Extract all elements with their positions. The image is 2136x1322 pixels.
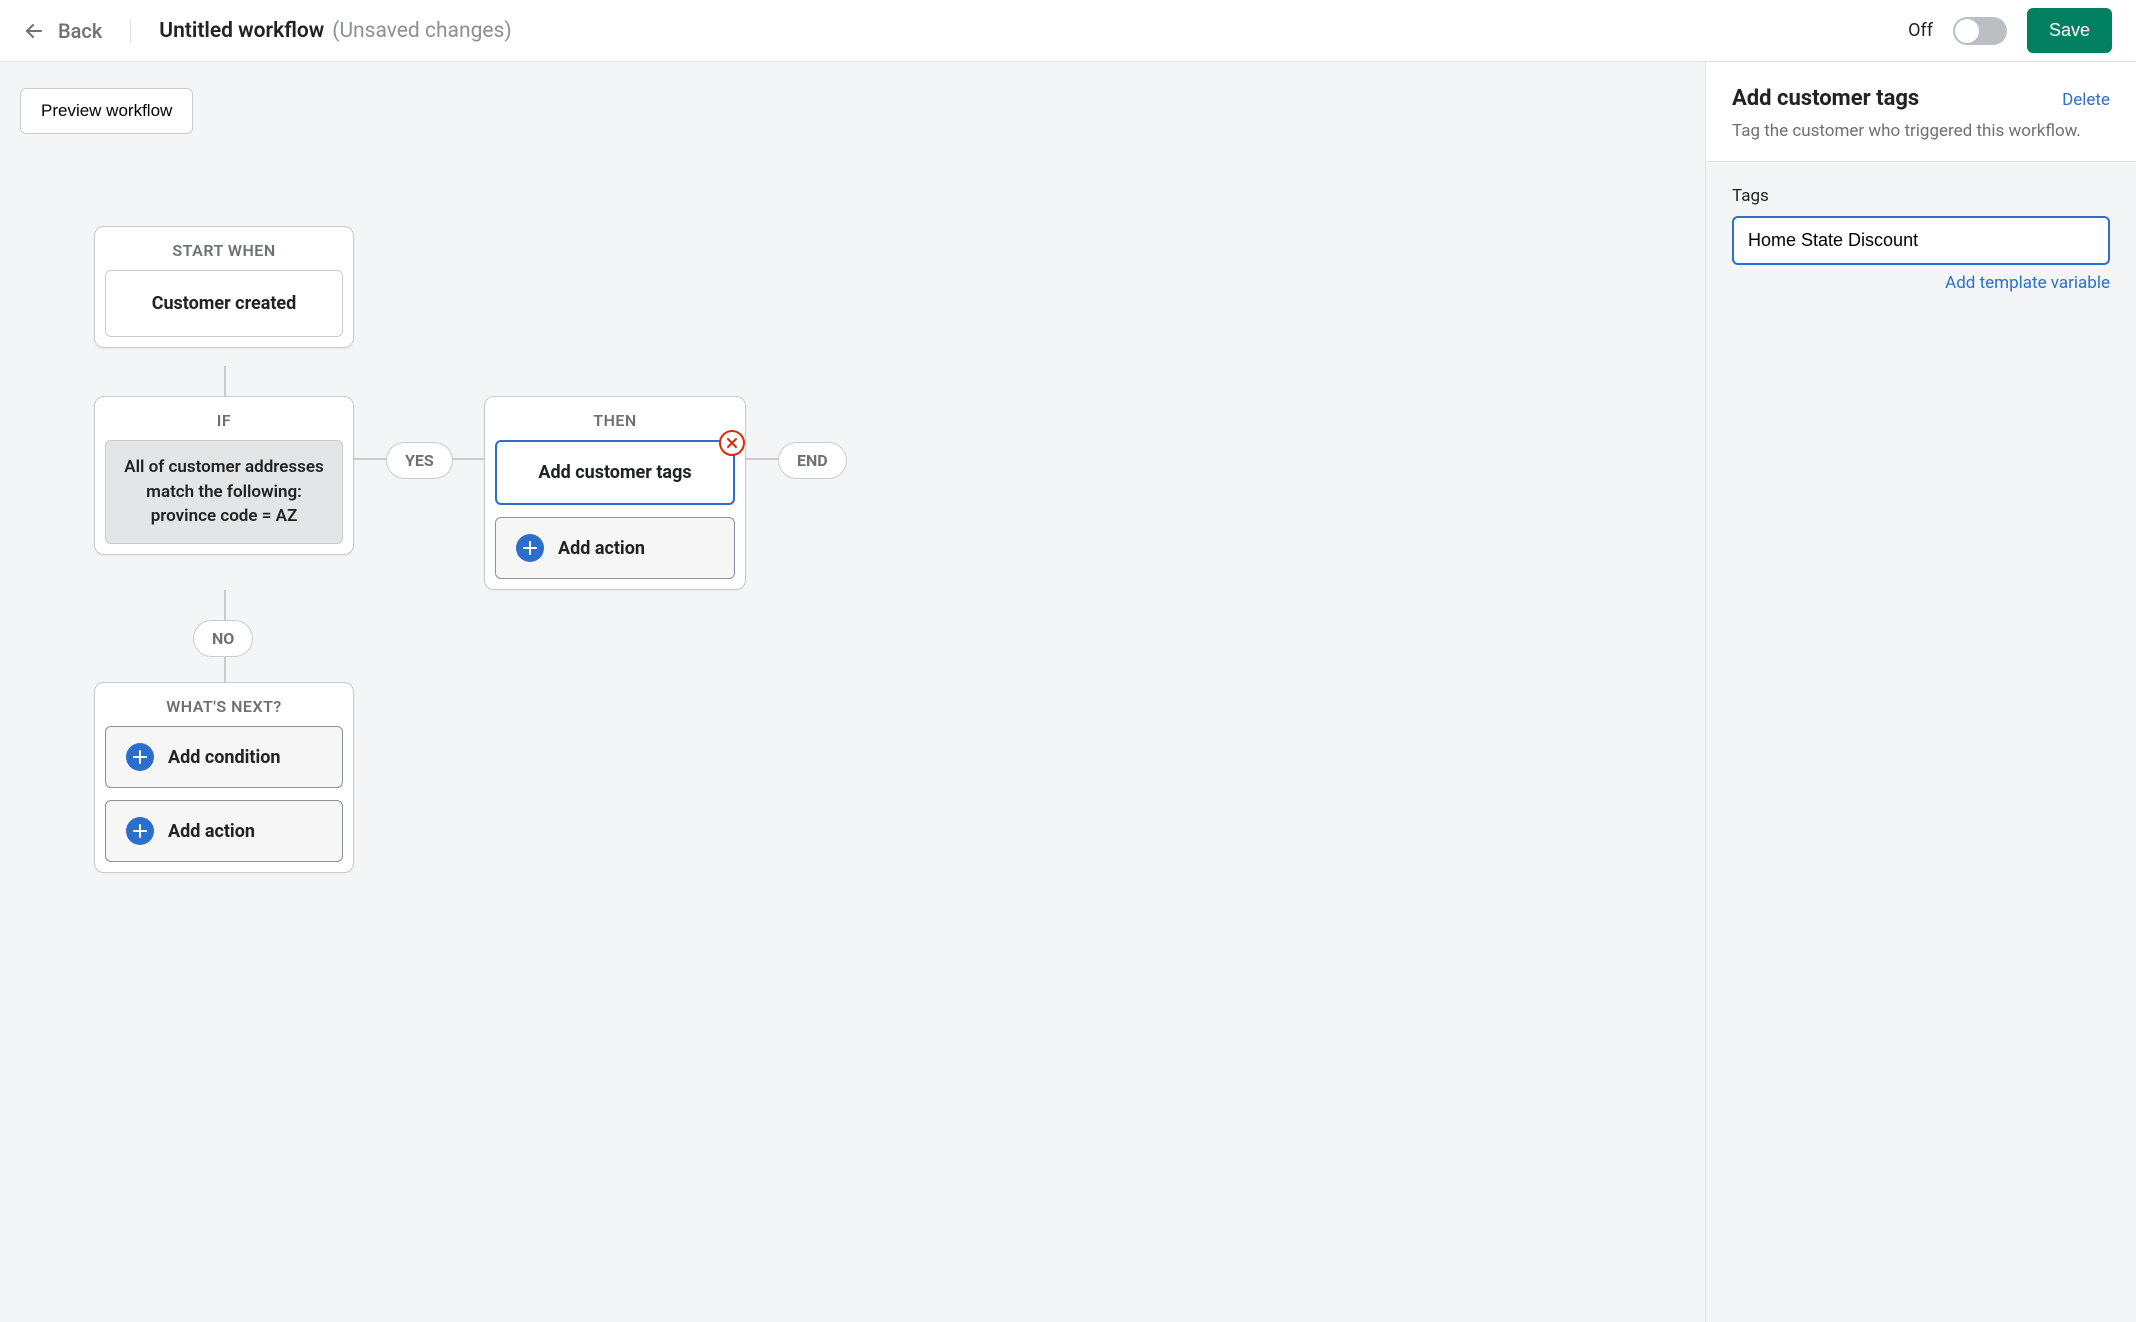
end-pill: END	[778, 442, 847, 479]
action-chip-label: Add customer tags	[538, 462, 691, 483]
next-node-header: WHAT'S NEXT?	[95, 683, 353, 726]
add-condition-label: Add condition	[168, 747, 280, 768]
enable-toggle[interactable]	[1953, 17, 2007, 45]
plus-icon	[126, 743, 154, 771]
tags-input[interactable]	[1732, 216, 2110, 265]
tags-field-label: Tags	[1732, 186, 2110, 206]
workflow-title: Untitled workflow	[159, 19, 324, 43]
no-pill: NO	[193, 620, 253, 657]
toggle-knob	[1955, 19, 1979, 43]
sidebar-title: Add customer tags	[1732, 86, 1919, 111]
preview-workflow-button[interactable]: Preview workflow	[20, 88, 193, 134]
workflow-canvas: Preview workflow START WHEN Customer cre…	[0, 62, 1706, 1322]
sidebar-header: Add customer tags Delete Tag the custome…	[1706, 62, 2136, 162]
save-button[interactable]: Save	[2027, 8, 2112, 53]
close-icon	[726, 437, 738, 449]
add-action-button[interactable]: Add action	[495, 517, 735, 579]
add-template-variable-link[interactable]: Add template variable	[1732, 273, 2110, 293]
connector	[224, 366, 226, 396]
topbar: Back Untitled workflow (Unsaved changes)…	[0, 0, 2136, 62]
add-action-button[interactable]: Add action	[105, 800, 343, 862]
back-button[interactable]: Back	[24, 19, 130, 43]
then-node-header: THEN	[485, 397, 745, 440]
main: Preview workflow START WHEN Customer cre…	[0, 62, 2136, 1322]
sidebar: Add customer tags Delete Tag the custome…	[1706, 62, 2136, 1322]
delete-link[interactable]: Delete	[2062, 90, 2110, 110]
topbar-right: Off Save	[1908, 8, 2112, 53]
then-node[interactable]: THEN Add customer tags Add action	[484, 396, 746, 590]
whats-next-node[interactable]: WHAT'S NEXT? Add condition Add action	[94, 682, 354, 873]
action-chip[interactable]: Add customer tags	[495, 440, 735, 505]
toggle-state-label: Off	[1908, 20, 1933, 41]
if-node[interactable]: IF All of customer addresses match the f…	[94, 396, 354, 555]
remove-action-button[interactable]	[719, 430, 745, 456]
yes-pill: YES	[386, 442, 453, 479]
back-label: Back	[58, 19, 102, 43]
if-node-header: IF	[95, 397, 353, 440]
connector	[746, 458, 778, 460]
add-condition-button[interactable]: Add condition	[105, 726, 343, 788]
add-action-label: Add action	[168, 821, 255, 842]
title-wrap: Untitled workflow (Unsaved changes)	[130, 19, 1908, 43]
start-node-header: START WHEN	[95, 227, 353, 270]
add-action-label: Add action	[558, 538, 645, 559]
start-node[interactable]: START WHEN Customer created	[94, 226, 354, 348]
plus-icon	[126, 817, 154, 845]
trigger-chip[interactable]: Customer created	[105, 270, 343, 337]
plus-icon	[516, 534, 544, 562]
condition-chip[interactable]: All of customer addresses match the foll…	[105, 440, 343, 544]
sidebar-body: Tags Add template variable	[1706, 162, 2136, 317]
sidebar-subtitle: Tag the customer who triggered this work…	[1732, 121, 2110, 141]
unsaved-indicator: (Unsaved changes)	[332, 19, 511, 43]
arrow-left-icon	[24, 21, 44, 41]
